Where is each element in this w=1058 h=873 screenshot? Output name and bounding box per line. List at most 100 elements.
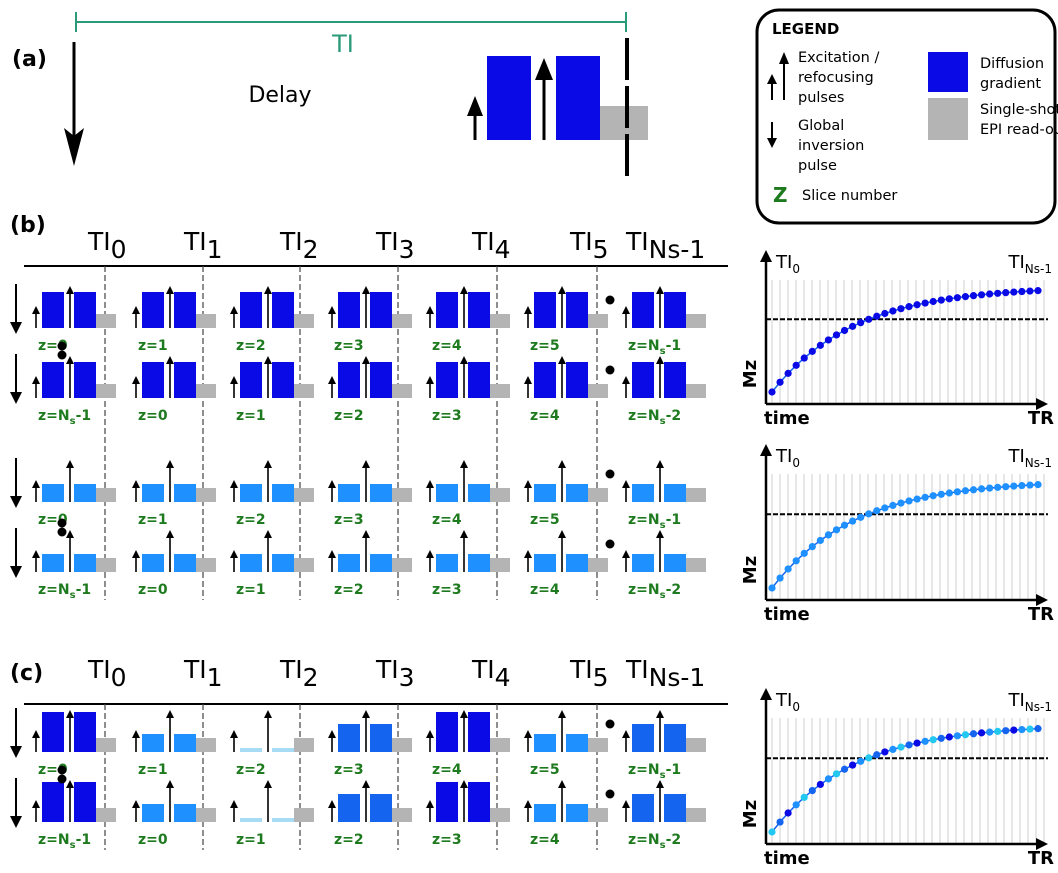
- panel-c-row-0-col-6-refocusing-arrowhead: [656, 710, 664, 718]
- panel-b-row-0-col-0-gradient-2: [74, 292, 96, 328]
- panel-b-row-1-col-5-gradient-2: [566, 362, 588, 398]
- panel-b-row-1-col-1-gradient-1: [142, 362, 164, 398]
- panel-c-row-0-z-2: z=2: [236, 762, 266, 778]
- panel-b-row-0-z-3: z=3: [334, 338, 364, 354]
- panel-c-row-1-col-3-readout: [392, 808, 412, 822]
- panel-b-row-2-z-2: z=2: [236, 512, 266, 528]
- panel-b-row-0-col-3-refocusing-arrowhead: [362, 286, 370, 294]
- panel-c-row-0-z-4: z=4: [432, 762, 462, 778]
- panel-c-ti-label-0: TI0: [87, 655, 127, 692]
- plot-2-data-point: [857, 757, 865, 765]
- panel-b-row-2-ellipsis-dot: [605, 469, 615, 479]
- panel-c-row-0-col-6-excitation-arrowhead: [622, 730, 630, 738]
- plot-1-data-point: [897, 499, 905, 507]
- panel-c-row-0-col-5-gradient-1: [534, 734, 556, 752]
- plot-2-data-point: [824, 775, 833, 783]
- panel-b-row-1-col-0-excitation-arrowhead: [32, 376, 40, 384]
- panel-b-row-2-col-4-excitation-arrowhead: [426, 480, 434, 488]
- plot-2-data-point: [1026, 725, 1034, 733]
- panel-b-row-2-col-6-gradient-1: [632, 484, 654, 502]
- panel-b-row-1-col-4-refocusing-arrowhead: [460, 356, 468, 364]
- panel-b-row-3-col-1-excitation-arrowhead: [132, 550, 140, 558]
- panel-c-row-0-col-4-excitation-arrowhead: [426, 730, 434, 738]
- panel-c-row-0-ellipsis-dot: [605, 719, 615, 729]
- panel-b-row-0-col-6-readout: [686, 314, 706, 328]
- panel-c-row-0-col-6-gradient-2: [664, 724, 686, 752]
- plot-0-xend: TR: [1028, 408, 1054, 429]
- ti-span-label: TI: [331, 30, 354, 58]
- panel-c-row-1-col-4-refocusing-arrowhead: [460, 780, 468, 788]
- panel-b-row-3-col-4-excitation-arrowhead: [426, 550, 434, 558]
- panel-b-row-2-col-0-gradient-1: [42, 484, 64, 502]
- panel-c-ti-label-3: TI3: [375, 655, 415, 692]
- panel-b-row-3-z-5: z=4: [530, 582, 560, 598]
- plot-0-data-point: [784, 369, 792, 377]
- panel-b-row-1-col-5-gradient-1: [534, 362, 556, 398]
- panel-b-row-3-col-3-readout: [392, 558, 412, 572]
- panel-b-row-3-z-1: z=0: [138, 582, 168, 598]
- plot-2-data-point: [921, 737, 929, 745]
- panel-b-row-2-col-4-readout: [490, 488, 510, 502]
- plot-2-data-point: [897, 743, 905, 751]
- panel-c-label: (c): [10, 661, 43, 686]
- legend-epi-swatch: [928, 98, 968, 140]
- panel-c-row-0-col-1-readout: [196, 738, 216, 752]
- plot-0-ti-end: TINs-1: [1007, 252, 1052, 276]
- panel-b-row-1-col-4-excitation-arrowhead: [426, 376, 434, 384]
- plot-2-data-point: [865, 754, 873, 762]
- panel-b-row-2-col-5-refocusing-arrowhead: [558, 460, 566, 468]
- panel-c-row-1-col-1-gradient-2: [174, 804, 196, 822]
- diffusion-gradient-1: [487, 56, 531, 140]
- panel-b-row-0-z-4: z=4: [432, 338, 462, 354]
- panel-b-row-0-z-2: z=2: [236, 338, 266, 354]
- plot-0-data-point: [986, 290, 994, 298]
- panel-b-row-0-inversion-arrowhead: [10, 322, 22, 334]
- legend-inversion-line-2: inversion: [798, 138, 864, 154]
- panel-c-row-1-z-6: z=Ns-2: [628, 832, 681, 851]
- panel-c-row-1-col-4-gradient-1: [436, 782, 458, 822]
- panel-b-row-1-z-4: z=3: [432, 408, 462, 424]
- legend-epi-line-2: EPI read-out: [980, 122, 1058, 138]
- panel-b-row-3-col-4-gradient-2: [468, 554, 490, 572]
- plot-0-data-point: [897, 305, 905, 313]
- panel-b-vertical-ellipsis-3: [57, 527, 67, 537]
- panel-c-row-1-col-2-readout: [294, 808, 314, 822]
- legend-diffusion-line-2: gradient: [980, 76, 1041, 92]
- panel-b-row-3-col-0-refocusing-arrowhead: [66, 530, 74, 538]
- plot-1-data-point: [905, 497, 913, 505]
- plot-2-data-point: [994, 727, 1002, 735]
- panel-b-row-1-col-3-gradient-2: [370, 362, 392, 398]
- plot-1-data-point: [881, 504, 889, 512]
- plot-0-data-point: [1002, 289, 1010, 297]
- panel-c-row-1-col-6-refocusing-arrowhead: [656, 780, 664, 788]
- plot-0-x-arrowhead: [1036, 398, 1048, 410]
- panel-b-row-1-col-2-excitation-arrowhead: [230, 376, 238, 384]
- plot-1-data-point: [921, 493, 929, 501]
- panel-c-row-0-col-3-gradient-1: [338, 724, 360, 752]
- panel-c-row-1-col-4-gradient-2: [468, 782, 490, 822]
- panel-b-row-2-col-1-excitation-arrowhead: [132, 480, 140, 488]
- panel-b-row-2-col-2-excitation-arrowhead: [230, 480, 238, 488]
- plot-0-data-point: [945, 295, 953, 303]
- plot-2-data-point: [905, 741, 913, 749]
- panel-b-row-2-z-1: z=1: [138, 512, 168, 528]
- plot-1-data-point: [840, 521, 849, 529]
- panel-b-row-0-col-4-excitation-arrowhead: [426, 306, 434, 314]
- legend-title: LEGEND: [772, 20, 839, 38]
- panel-c-row-1-ellipsis-dot: [605, 789, 615, 799]
- plot-0-y-arrowhead: [760, 250, 772, 262]
- plot-0-data-point: [881, 309, 889, 318]
- plot-2-data-point: [937, 734, 945, 742]
- plot-0-data-point: [840, 326, 849, 335]
- panel-c-row-1-col-5-readout: [588, 808, 608, 822]
- plot-0-data-point: [977, 291, 986, 299]
- plot-1-ti-start: TI0: [775, 446, 800, 470]
- panel-c-row-1-col-6-readout: [686, 808, 706, 822]
- plot-1-data-point: [1026, 481, 1034, 489]
- panel-b-row-3-col-2-gradient-2: [272, 554, 294, 572]
- panel-c-row-0-col-5-refocusing-arrowhead: [558, 710, 566, 718]
- panel-c-row-1-col-0-gradient-2: [74, 782, 96, 822]
- legend-slice-label: Slice number: [802, 188, 897, 204]
- panel-b-row-2-col-4-gradient-1: [436, 484, 458, 502]
